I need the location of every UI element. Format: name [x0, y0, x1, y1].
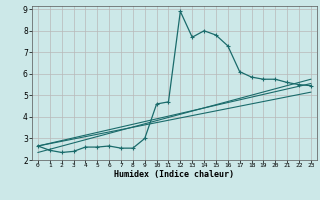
- X-axis label: Humidex (Indice chaleur): Humidex (Indice chaleur): [115, 170, 234, 179]
